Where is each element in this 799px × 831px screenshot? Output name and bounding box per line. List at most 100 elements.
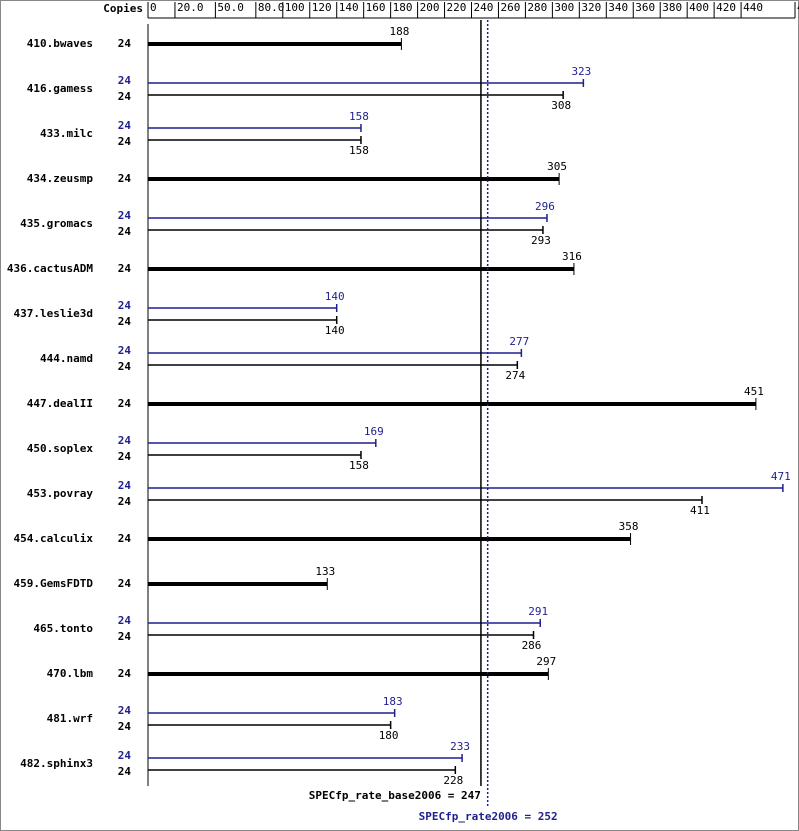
value-label: 451 <box>744 385 764 398</box>
value-label: 411 <box>690 504 710 517</box>
value-label: 180 <box>379 729 399 742</box>
copies-label: 24 <box>118 299 132 312</box>
value-label: 158 <box>349 110 369 123</box>
copies-label: 24 <box>118 262 132 275</box>
x-tick-label: 20.0 <box>177 1 204 14</box>
copies-label: 24 <box>118 720 132 733</box>
value-label: 183 <box>383 695 403 708</box>
x-tick-label: 50.0 <box>217 1 244 14</box>
copies-label: 24 <box>118 37 132 50</box>
value-label: 188 <box>389 25 409 38</box>
x-tick-label: 260 <box>500 1 520 14</box>
copies-label: 24 <box>118 532 132 545</box>
reference-label: SPECfp_rate_base2006 = 247 <box>309 789 481 802</box>
copies-label: 24 <box>118 172 132 185</box>
copies-label: 24 <box>118 209 132 222</box>
benchmark-label: 433.milc <box>40 127 93 140</box>
bar <box>148 42 402 46</box>
value-label: 291 <box>528 605 548 618</box>
x-tick-label: 240 <box>474 1 494 14</box>
bar <box>148 267 574 271</box>
x-tick-label: 160 <box>366 1 386 14</box>
value-label: 358 <box>619 520 639 533</box>
benchmark-label: 482.sphinx3 <box>20 757 93 770</box>
value-label: 140 <box>325 324 345 337</box>
copies-label: 24 <box>118 704 132 717</box>
x-tick-label: 420 <box>716 1 736 14</box>
x-tick-label: 380 <box>662 1 682 14</box>
copies-label: 24 <box>118 479 132 492</box>
value-label: 228 <box>443 774 463 787</box>
copies-label: 24 <box>118 119 132 132</box>
x-tick-label: 80.0 <box>258 1 285 14</box>
value-label: 323 <box>571 65 591 78</box>
copies-label: 24 <box>118 315 132 328</box>
copies-label: 24 <box>118 495 132 508</box>
value-label: 158 <box>349 144 369 157</box>
benchmark-label: 447.dealII <box>27 397 93 410</box>
bar <box>148 177 560 181</box>
value-label: 308 <box>551 99 571 112</box>
reference-label: SPECfp_rate2006 = 252 <box>419 810 558 823</box>
x-tick-label: 0 <box>150 1 157 14</box>
benchmark-label: 416.gamess <box>27 82 93 95</box>
copies-label: 24 <box>118 765 132 778</box>
value-label: 471 <box>771 470 791 483</box>
x-tick-label: 480 <box>797 1 799 14</box>
copies-label: 24 <box>118 577 132 590</box>
x-tick-label: 120 <box>312 1 332 14</box>
copies-label: 24 <box>118 630 132 643</box>
copies-label: 24 <box>118 225 132 238</box>
benchmark-label: 459.GemsFDTD <box>14 577 94 590</box>
benchmark-label: 444.namd <box>40 352 93 365</box>
copies-label: 24 <box>118 74 132 87</box>
copies-label: 24 <box>118 90 132 103</box>
copies-label: 24 <box>118 749 132 762</box>
bar <box>148 537 631 541</box>
value-label: 316 <box>562 250 582 263</box>
x-tick-label: 180 <box>393 1 413 14</box>
x-tick-label: 220 <box>447 1 467 14</box>
x-tick-label: 140 <box>339 1 359 14</box>
value-label: 158 <box>349 459 369 472</box>
x-tick-label: 100 <box>285 1 305 14</box>
benchmark-label: 465.tonto <box>33 622 93 635</box>
copies-label: 24 <box>118 344 132 357</box>
benchmark-label: 434.zeusmp <box>27 172 94 185</box>
value-label: 140 <box>325 290 345 303</box>
benchmark-label: 470.lbm <box>47 667 94 680</box>
benchmark-label: 436.cactusADM <box>7 262 93 275</box>
x-tick-label: 360 <box>635 1 655 14</box>
x-tick-label: 440 <box>743 1 763 14</box>
benchmark-label: 437.leslie3d <box>14 307 93 320</box>
copies-label: 24 <box>118 667 132 680</box>
copies-label: 24 <box>118 450 132 463</box>
bar <box>148 582 328 586</box>
benchmark-label: 481.wrf <box>47 712 93 725</box>
benchmark-label: 453.povray <box>27 487 94 500</box>
benchmark-label: 410.bwaves <box>27 37 93 50</box>
x-tick-label: 300 <box>554 1 574 14</box>
value-label: 293 <box>531 234 551 247</box>
value-label: 277 <box>509 335 529 348</box>
x-tick-label: 200 <box>420 1 440 14</box>
value-label: 297 <box>536 655 556 668</box>
benchmark-label: 454.calculix <box>14 532 94 545</box>
x-tick-label: 280 <box>527 1 547 14</box>
x-tick-label: 320 <box>581 1 601 14</box>
copies-label: 24 <box>118 135 132 148</box>
copies-label: 24 <box>118 614 132 627</box>
bar <box>148 402 756 406</box>
value-label: 233 <box>450 740 470 753</box>
value-label: 305 <box>547 160 567 173</box>
value-label: 296 <box>535 200 555 213</box>
benchmark-label: 435.gromacs <box>20 217 93 230</box>
copies-header: Copies <box>103 2 143 15</box>
copies-label: 24 <box>118 397 132 410</box>
copies-label: 24 <box>118 360 132 373</box>
value-label: 286 <box>522 639 542 652</box>
bar <box>148 672 549 676</box>
x-tick-label: 400 <box>689 1 709 14</box>
